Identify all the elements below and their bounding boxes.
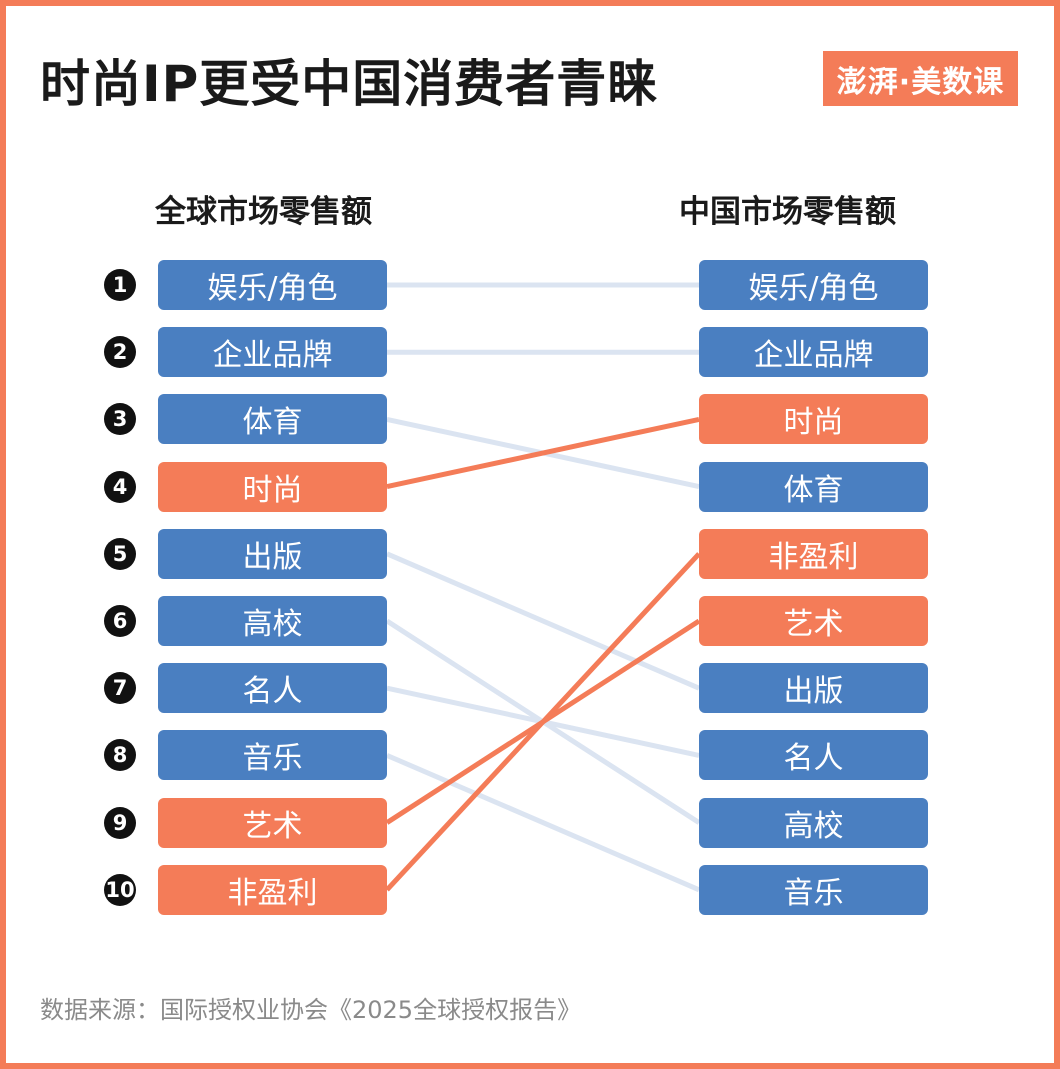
page-title: 时尚IP更受中国消费者青睐 xyxy=(40,55,659,113)
china-category-box: 名人 xyxy=(699,730,928,781)
rank-link-8 xyxy=(386,753,700,893)
china-category-box: 时尚 xyxy=(699,394,928,445)
rank-number-badge: 5 xyxy=(104,537,136,570)
global-category-box: 娱乐/角色 xyxy=(158,260,387,310)
china-category-box: 音乐 xyxy=(699,864,928,915)
rank-link-10 xyxy=(385,552,701,892)
rank-number-badge: 4 xyxy=(104,470,136,503)
china-category-box: 艺术 xyxy=(699,596,928,646)
china-category-box: 非盈利 xyxy=(699,528,928,579)
china-category-box: 高校 xyxy=(699,797,928,848)
china-category-box: 企业品牌 xyxy=(699,327,928,378)
rank-link-5 xyxy=(386,551,700,691)
thepaper-logo: 澎湃·美数课 xyxy=(823,51,1018,106)
china-category-box: 体育 xyxy=(699,461,928,512)
global-category-box: 名人 xyxy=(158,663,387,714)
rank-number-badge: 8 xyxy=(104,739,136,772)
global-category-box: 高校 xyxy=(158,596,387,646)
rank-number-badge: 9 xyxy=(104,806,136,839)
global-category-box: 艺术 xyxy=(158,797,387,848)
rank-number-badge: 10 xyxy=(104,873,136,906)
global-category-box: 企业品牌 xyxy=(158,327,387,378)
rank-number-badge: 2 xyxy=(104,336,136,369)
right-column-header: 中国市场零售额 xyxy=(679,194,896,230)
rank-number-badge: 7 xyxy=(104,672,136,705)
global-category-box: 音乐 xyxy=(158,730,387,781)
rank-link-4 xyxy=(386,416,700,490)
source-note: 数据来源：国际授权业协会《2025全球授权报告》 xyxy=(40,996,582,1024)
left-column-header: 全球市场零售额 xyxy=(155,194,372,230)
china-category-box: 娱乐/角色 xyxy=(699,260,928,310)
global-category-box: 出版 xyxy=(158,528,387,579)
rank-number-badge: 6 xyxy=(104,605,136,637)
rank-number-badge: 3 xyxy=(104,403,136,436)
global-category-box: 非盈利 xyxy=(158,864,387,915)
rank-number-badge: 1 xyxy=(104,269,136,301)
global-category-box: 体育 xyxy=(158,394,387,445)
global-category-box: 时尚 xyxy=(158,461,387,512)
china-category-box: 出版 xyxy=(699,663,928,714)
